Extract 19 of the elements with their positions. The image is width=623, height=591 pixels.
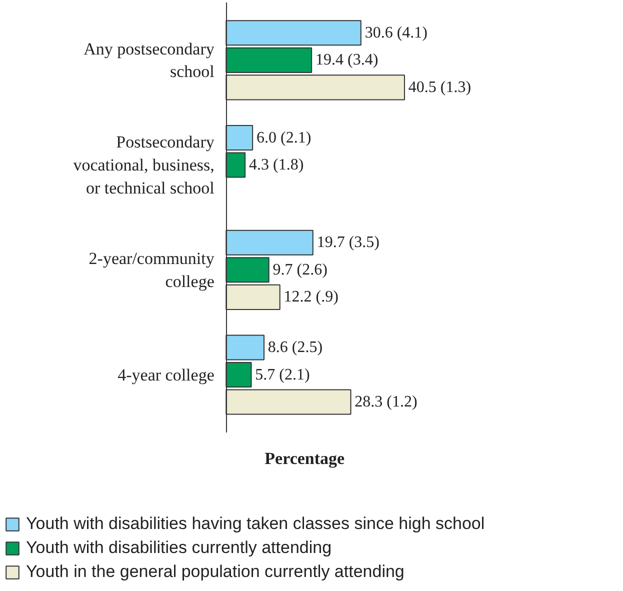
data-label: 12.2 (.9) xyxy=(284,288,338,306)
legend-label: Youth with disabilities currently attending xyxy=(26,538,332,558)
data-label: 30.6 (4.1) xyxy=(364,24,428,42)
x-axis-title: Percentage xyxy=(264,449,346,468)
legend-label: Youth with disabilities having taken classes since high school xyxy=(26,514,485,534)
y-tick-label: 4-year college xyxy=(118,365,214,384)
data-label: 40.5 (1.3) xyxy=(408,78,472,96)
y-tick-label: 2-year/community college xyxy=(88,249,215,291)
data-label: 8.6 (2.5) xyxy=(268,339,323,356)
data-label: 9.7 (2.6) xyxy=(272,261,328,278)
data-label: 6.0 (2.1) xyxy=(256,129,312,146)
data-label: 28.3 (1.2) xyxy=(354,394,418,411)
data-label: 19.4 (3.4) xyxy=(315,52,378,69)
data-label: 5.7 (2.1) xyxy=(255,366,310,384)
legend-label: Youth in the general population currently attending xyxy=(26,562,404,582)
y-tick-label: Any postsecondary school xyxy=(84,39,215,82)
data-label: 19.7 (3.5) xyxy=(316,234,380,252)
data-label: 4.3 (1.8) xyxy=(249,156,304,174)
y-tick-label: Postsecondary vocational, business, or technical school xyxy=(73,132,215,198)
